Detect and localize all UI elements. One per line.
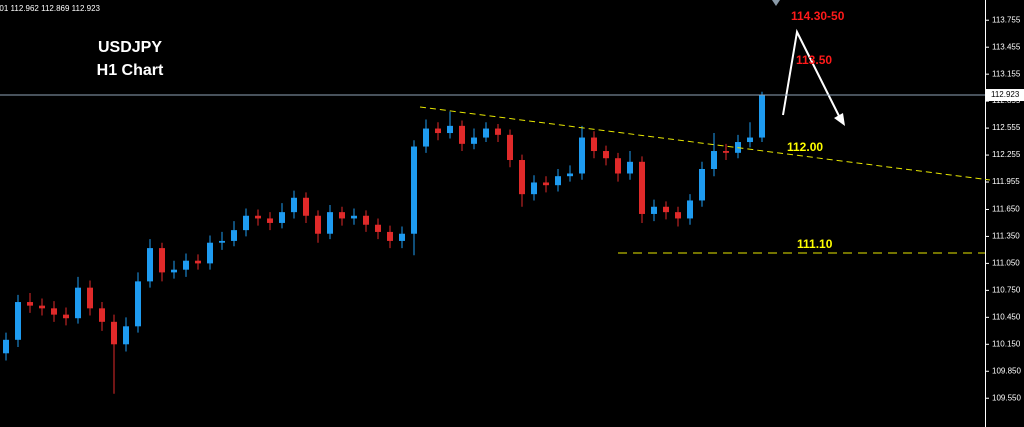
y-tick-label: 111.050 [992, 259, 1020, 268]
last-price: 112.923 [0, 89, 1024, 102]
candle-body [711, 151, 717, 170]
last-price-label: 112.923 [991, 90, 1020, 99]
y-tick-label: 110.750 [992, 285, 1021, 294]
candle-body [27, 302, 33, 306]
ohlc-header: 112.901 112.962 112.869 112.923 [0, 4, 101, 13]
last-price-box [986, 89, 1024, 102]
candle-body [147, 248, 153, 282]
candle-body [63, 314, 69, 319]
candle-body [555, 176, 561, 186]
y-tick-label: 113.755 [992, 15, 1021, 24]
target-mid-label: 113.50 [796, 53, 832, 67]
candle-body [171, 269, 177, 273]
y-tick-label: 112.555 [992, 123, 1021, 132]
candle-body [159, 248, 165, 273]
candle-body [543, 182, 549, 186]
candle-body [327, 212, 333, 234]
candle-body [279, 212, 285, 223]
candle-body [219, 240, 225, 243]
candle-body [243, 215, 249, 231]
y-tick-label: 110.450 [992, 312, 1021, 321]
candle-body [507, 134, 513, 161]
y-tick-label: 113.455 [992, 42, 1021, 51]
y-tick-label: 111.650 [992, 205, 1020, 214]
y-tick-label: 111.955 [992, 177, 1020, 186]
candle-body [675, 212, 681, 219]
candle-body [303, 197, 309, 216]
candle-body [363, 215, 369, 225]
candle-body [723, 151, 729, 153]
candle-body [483, 128, 489, 138]
candle-body [747, 137, 753, 143]
candle-body [459, 125, 465, 144]
candle-body [435, 128, 441, 134]
candle-body [663, 206, 669, 213]
y-tick-label: 111.350 [992, 232, 1020, 241]
y-tick-label: 112.255 [992, 150, 1021, 159]
candle-body [267, 218, 273, 223]
candle-body [591, 137, 597, 152]
trend-line [419, 106, 991, 181]
candle-body [531, 182, 537, 195]
candle-body [339, 212, 345, 219]
timeframe-label: H1 Chart [97, 62, 164, 79]
candle-body [615, 158, 621, 174]
y-tick-label: 110.150 [992, 339, 1021, 348]
candle-body [3, 339, 9, 354]
candle-body [627, 161, 633, 174]
candle-body [687, 200, 693, 219]
candle-body [447, 125, 453, 134]
candle-body [759, 95, 765, 138]
candle-body [87, 287, 93, 309]
target-high-label: 114.30-50 [791, 9, 845, 23]
candle-body [231, 230, 237, 241]
support-level-label: 111.10 [797, 237, 833, 251]
candle-body [519, 160, 525, 195]
candle-body [39, 305, 45, 309]
candle-body [375, 224, 381, 232]
trend-level-label: 112.00 [787, 140, 823, 154]
candle-body [651, 206, 657, 214]
candle-body [399, 233, 405, 241]
arrow-head [834, 113, 845, 126]
candles [3, 91, 765, 394]
symbol-label: USDJPY [98, 39, 162, 56]
y-tick-label: 109.550 [992, 393, 1021, 402]
candle-body [411, 146, 417, 234]
candle-body [75, 287, 81, 319]
candle-body [471, 137, 477, 144]
candle-body [207, 242, 213, 264]
candle-body [255, 215, 261, 219]
candle-body [639, 161, 645, 214]
candle-body [699, 169, 705, 201]
candle-body [315, 215, 321, 234]
candle-body [351, 215, 357, 219]
candle-body [567, 173, 573, 177]
candle-body [387, 231, 393, 241]
candle-body [135, 281, 141, 327]
candle-body [15, 302, 21, 340]
y-tick-label: 109.850 [992, 366, 1021, 375]
candle-body [603, 151, 609, 159]
shift-marker [772, 0, 780, 6]
y-tick-label: 113.155 [992, 69, 1021, 78]
candle-body [579, 137, 585, 174]
candle-body [99, 308, 105, 322]
candle-body [495, 128, 501, 135]
projection-arrow [782, 28, 841, 119]
candle-body [195, 260, 201, 264]
candle-body [123, 326, 129, 345]
candle-body [111, 321, 117, 345]
candle-body [291, 197, 297, 213]
candle-body [423, 128, 429, 147]
candle-body [51, 308, 57, 315]
candle-body [183, 260, 189, 270]
